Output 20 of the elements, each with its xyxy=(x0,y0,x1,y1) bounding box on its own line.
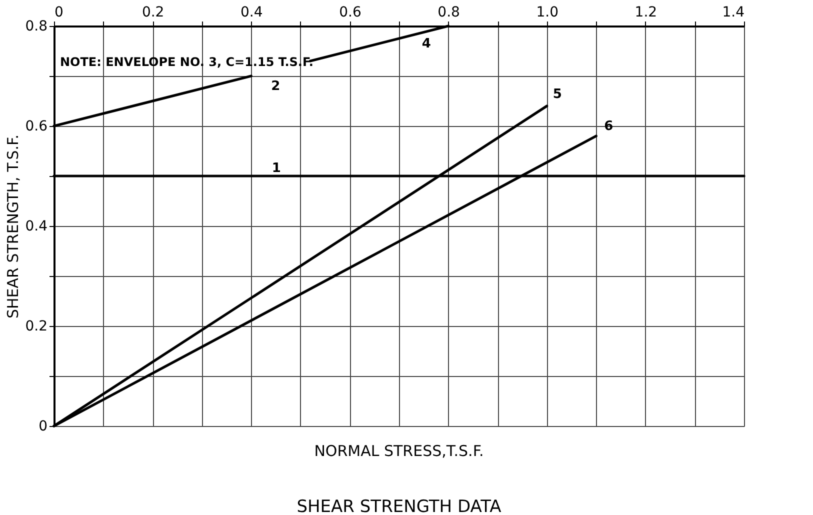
x-tick-label: 1.4 xyxy=(722,4,745,20)
x-tick-label: 1.2 xyxy=(634,4,658,20)
y-axis-title: SHEAR STRENGTH, T.S.F. xyxy=(4,134,22,319)
series-label: 4 xyxy=(422,36,431,52)
series-label: 2 xyxy=(271,79,280,94)
y-tick-label: 0.2 xyxy=(25,318,48,334)
x-tick-label: 0 xyxy=(54,4,64,20)
x-tick-label: 0.8 xyxy=(438,4,460,20)
x-tick-label: 0.6 xyxy=(339,4,362,20)
y-tick-label: 0.8 xyxy=(25,18,48,34)
series-label: 1 xyxy=(272,161,281,176)
x-axis-title: NORMAL STRESS,T.S.F. xyxy=(314,442,484,460)
y-tick-label: 0.4 xyxy=(25,218,48,234)
text: SHEAR STRENGTH DATA xyxy=(296,497,502,515)
y-tick-label: 0.6 xyxy=(25,118,48,134)
x-tick-label: 1.0 xyxy=(536,4,558,20)
x-tick-label: 0.4 xyxy=(240,4,263,20)
x-tick-label: 0.2 xyxy=(142,4,164,20)
y-tick-label: 0 xyxy=(38,418,48,434)
series-label: 5 xyxy=(552,87,562,102)
